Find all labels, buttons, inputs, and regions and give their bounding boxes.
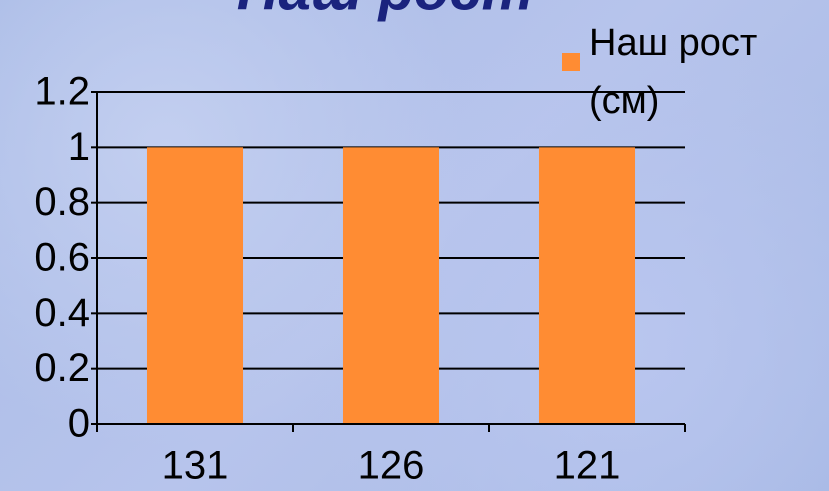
- legend: Наш рост (см): [562, 14, 822, 130]
- y-tick-label: 0.8: [34, 180, 90, 224]
- y-tick-label: 0.6: [34, 236, 90, 280]
- x-tick-label: 126: [358, 444, 425, 488]
- bar: [538, 147, 636, 425]
- chart-title: Наш рост: [237, 0, 534, 22]
- legend-label: Наш рост (см): [589, 22, 758, 122]
- bar: [146, 147, 244, 425]
- y-tick-label: 0.2: [34, 346, 90, 390]
- y-tick-label: 0.4: [34, 291, 90, 335]
- y-tick-label: 1.2: [34, 70, 90, 114]
- legend-swatch: [562, 53, 580, 71]
- y-tick-label: 1: [68, 125, 90, 169]
- y-tick-label: 0: [68, 402, 90, 446]
- x-tick-label: 121: [554, 444, 621, 488]
- bar: [342, 147, 440, 425]
- x-tick-label: 131: [162, 444, 229, 488]
